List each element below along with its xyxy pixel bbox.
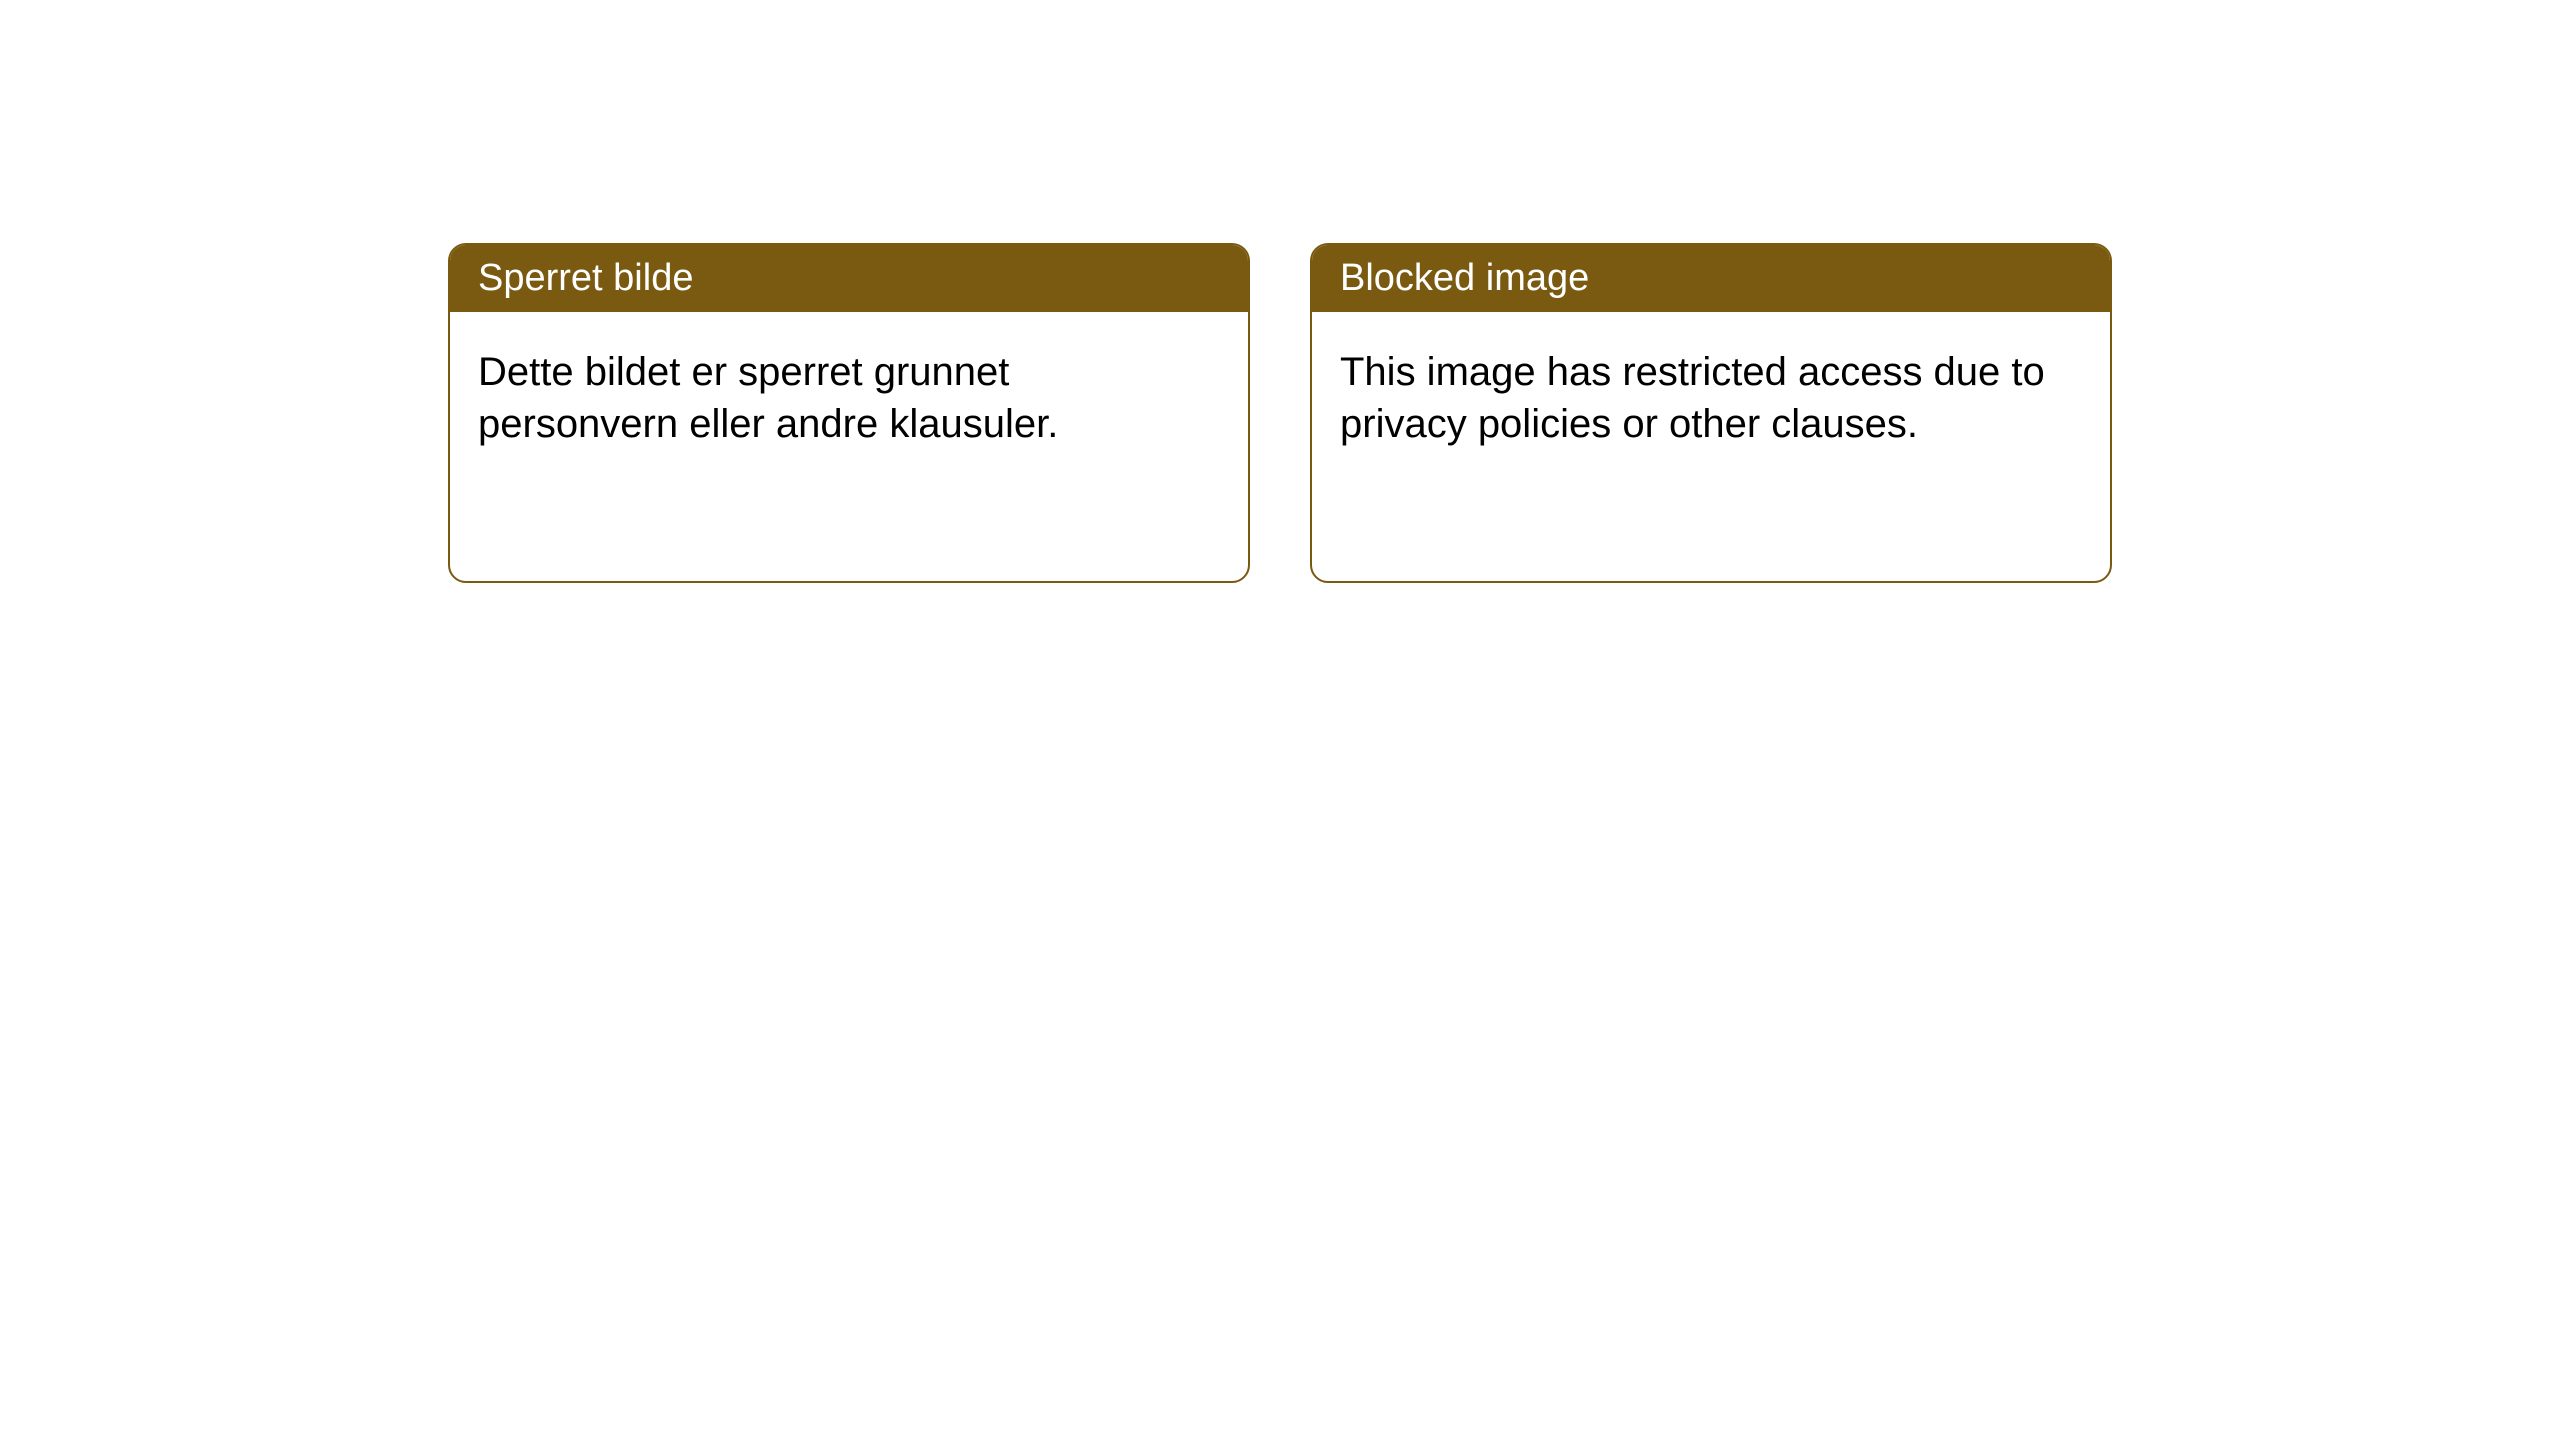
notice-card-norwegian: Sperret bilde Dette bildet er sperret gr… [448, 243, 1250, 583]
notice-text: Dette bildet er sperret grunnet personve… [478, 350, 1058, 446]
notice-text: This image has restricted access due to … [1340, 350, 2045, 446]
notice-title: Blocked image [1340, 257, 1589, 299]
notice-card-english: Blocked image This image has restricted … [1310, 243, 2112, 583]
notice-header: Sperret bilde [450, 245, 1248, 312]
notice-body: This image has restricted access due to … [1312, 312, 2110, 484]
notice-header: Blocked image [1312, 245, 2110, 312]
notice-container: Sperret bilde Dette bildet er sperret gr… [0, 0, 2560, 583]
notice-body: Dette bildet er sperret grunnet personve… [450, 312, 1248, 484]
notice-title: Sperret bilde [478, 257, 693, 299]
